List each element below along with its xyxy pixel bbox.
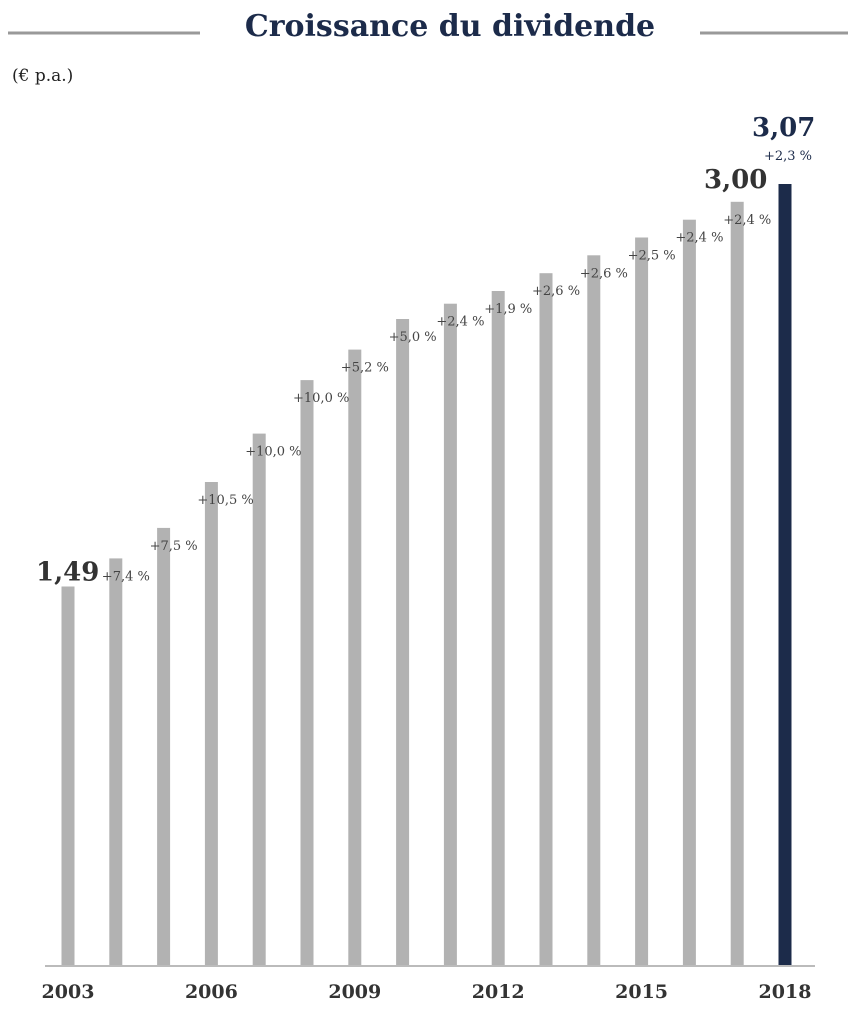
bar-2006 — [204, 482, 218, 966]
bar-2016 — [682, 219, 696, 966]
bar-2009 — [348, 349, 362, 967]
bar-2003 — [61, 586, 75, 966]
x-tick-2018: 2018 — [759, 981, 812, 1003]
value-label-2003: 1,49 — [36, 558, 99, 588]
growth-label-2018: +2,3 % — [764, 149, 812, 164]
growth-label-2011: +2,4 % — [436, 315, 484, 330]
bar-2013 — [539, 273, 553, 966]
growth-label-2004: +7,4 % — [102, 569, 150, 584]
bar-2008 — [300, 380, 314, 967]
growth-label-2014: +2,6 % — [580, 266, 628, 281]
bar-2007 — [252, 433, 266, 967]
growth-label-2017: +2,4 % — [723, 213, 771, 228]
bar-2010 — [396, 319, 410, 966]
growth-label-2005: +7,5 % — [150, 539, 198, 554]
bar-2005 — [157, 527, 171, 966]
chart-title: Croissance du dividende — [245, 9, 655, 44]
bar-2004 — [109, 558, 123, 966]
bars-layer — [61, 184, 792, 967]
value-label-2018: 3,07 — [752, 113, 815, 143]
x-tick-2006: 2006 — [185, 981, 238, 1003]
bar-2018 — [778, 184, 792, 966]
bar-2014 — [587, 255, 601, 967]
x-tick-2012: 2012 — [472, 981, 525, 1003]
x-tick-2015: 2015 — [615, 981, 668, 1003]
growth-label-2007: +10,0 % — [245, 445, 301, 460]
growth-label-2008: +10,0 % — [293, 391, 349, 406]
x-tick-2003: 2003 — [42, 981, 95, 1003]
x-tick-labels-layer: 2003 2006 2009 2012 2015 2018 — [42, 981, 812, 1003]
growth-label-2012: +1,9 % — [484, 302, 532, 317]
growth-labels-layer: +7,4 %+7,5 % +10,5 % +10,0 % +10,0 % +5,2 % +… — [102, 149, 812, 584]
bar-2011 — [443, 303, 457, 966]
unit-label: (€ p.a.) — [12, 66, 73, 86]
x-tick-2009: 2009 — [328, 981, 381, 1003]
value-label-2017: 3,00 — [704, 165, 767, 195]
bar-2015 — [635, 237, 649, 966]
growth-label-2009: +5,2 % — [341, 361, 389, 376]
bar-2017 — [730, 201, 744, 967]
growth-label-2016: +2,4 % — [675, 231, 723, 246]
growth-label-2013: +2,6 % — [532, 284, 580, 299]
value-labels-layer: 1,49 3,00 3,07 — [36, 113, 815, 588]
growth-label-2006: +10,5 % — [197, 493, 253, 508]
bar-2012 — [491, 291, 505, 966]
growth-label-2010: +5,0 % — [389, 330, 437, 345]
growth-label-2015: +2,5 % — [628, 249, 676, 264]
